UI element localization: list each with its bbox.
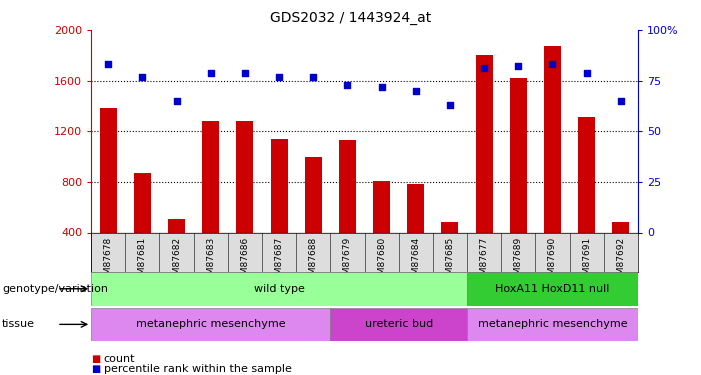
Bar	[100, 108, 117, 232]
Point	[137, 74, 148, 80]
Text: GSM87682: GSM87682	[172, 237, 181, 286]
Bar	[578, 117, 595, 232]
Text: GSM87691: GSM87691	[582, 237, 591, 286]
Bar	[271, 139, 287, 232]
Text: metanephric mesenchyme: metanephric mesenchyme	[136, 320, 285, 329]
Point	[171, 98, 182, 104]
Text: GSM87685: GSM87685	[445, 237, 454, 286]
Point	[342, 82, 353, 88]
Text: GSM87683: GSM87683	[206, 237, 215, 286]
Text: GSM87687: GSM87687	[275, 237, 284, 286]
Point	[547, 62, 558, 68]
Text: GSM87677: GSM87677	[479, 237, 489, 286]
Point	[308, 74, 319, 80]
Bar	[305, 157, 322, 232]
Point	[410, 88, 421, 94]
Text: metanephric mesenchyme: metanephric mesenchyme	[477, 320, 627, 329]
Text: wild type: wild type	[254, 284, 304, 294]
Text: count: count	[104, 354, 135, 364]
Text: GSM87690: GSM87690	[548, 237, 557, 286]
Bar	[330, 308, 467, 341]
Bar	[442, 222, 458, 232]
Point	[376, 84, 387, 90]
Bar	[612, 222, 629, 232]
Point	[273, 74, 285, 80]
Text: tissue: tissue	[2, 320, 35, 329]
Bar	[91, 308, 330, 341]
Point	[615, 98, 627, 104]
Bar	[168, 219, 185, 232]
Text: percentile rank within the sample: percentile rank within the sample	[104, 364, 292, 374]
Text: GSM87688: GSM87688	[308, 237, 318, 286]
Point	[479, 66, 490, 72]
Text: ■: ■	[91, 354, 100, 364]
Text: GSM87680: GSM87680	[377, 237, 386, 286]
Point	[444, 102, 456, 108]
Bar	[407, 184, 424, 232]
Bar	[510, 78, 527, 232]
Text: GSM87689: GSM87689	[514, 237, 523, 286]
Point	[102, 62, 114, 68]
Text: GSM87686: GSM87686	[240, 237, 250, 286]
Text: ureteric bud: ureteric bud	[365, 320, 433, 329]
Bar	[475, 56, 493, 232]
Text: genotype/variation: genotype/variation	[2, 284, 108, 294]
Text: GSM87692: GSM87692	[616, 237, 625, 286]
Text: GSM87678: GSM87678	[104, 237, 113, 286]
Point	[239, 69, 250, 75]
Bar	[467, 272, 638, 306]
Bar	[134, 173, 151, 232]
Point	[581, 69, 592, 75]
Text: GSM87681: GSM87681	[138, 237, 147, 286]
Point	[512, 63, 524, 69]
Bar	[544, 46, 561, 232]
Bar	[91, 272, 467, 306]
Text: GSM87679: GSM87679	[343, 237, 352, 286]
Bar	[236, 121, 254, 232]
Text: GDS2032 / 1443924_at: GDS2032 / 1443924_at	[270, 11, 431, 25]
Text: ■: ■	[91, 364, 100, 374]
Text: HoxA11 HoxD11 null: HoxA11 HoxD11 null	[496, 284, 610, 294]
Bar	[373, 181, 390, 232]
Bar	[467, 308, 638, 341]
Point	[205, 69, 217, 75]
Bar	[339, 140, 356, 232]
Text: GSM87684: GSM87684	[411, 237, 421, 286]
Bar	[202, 121, 219, 232]
